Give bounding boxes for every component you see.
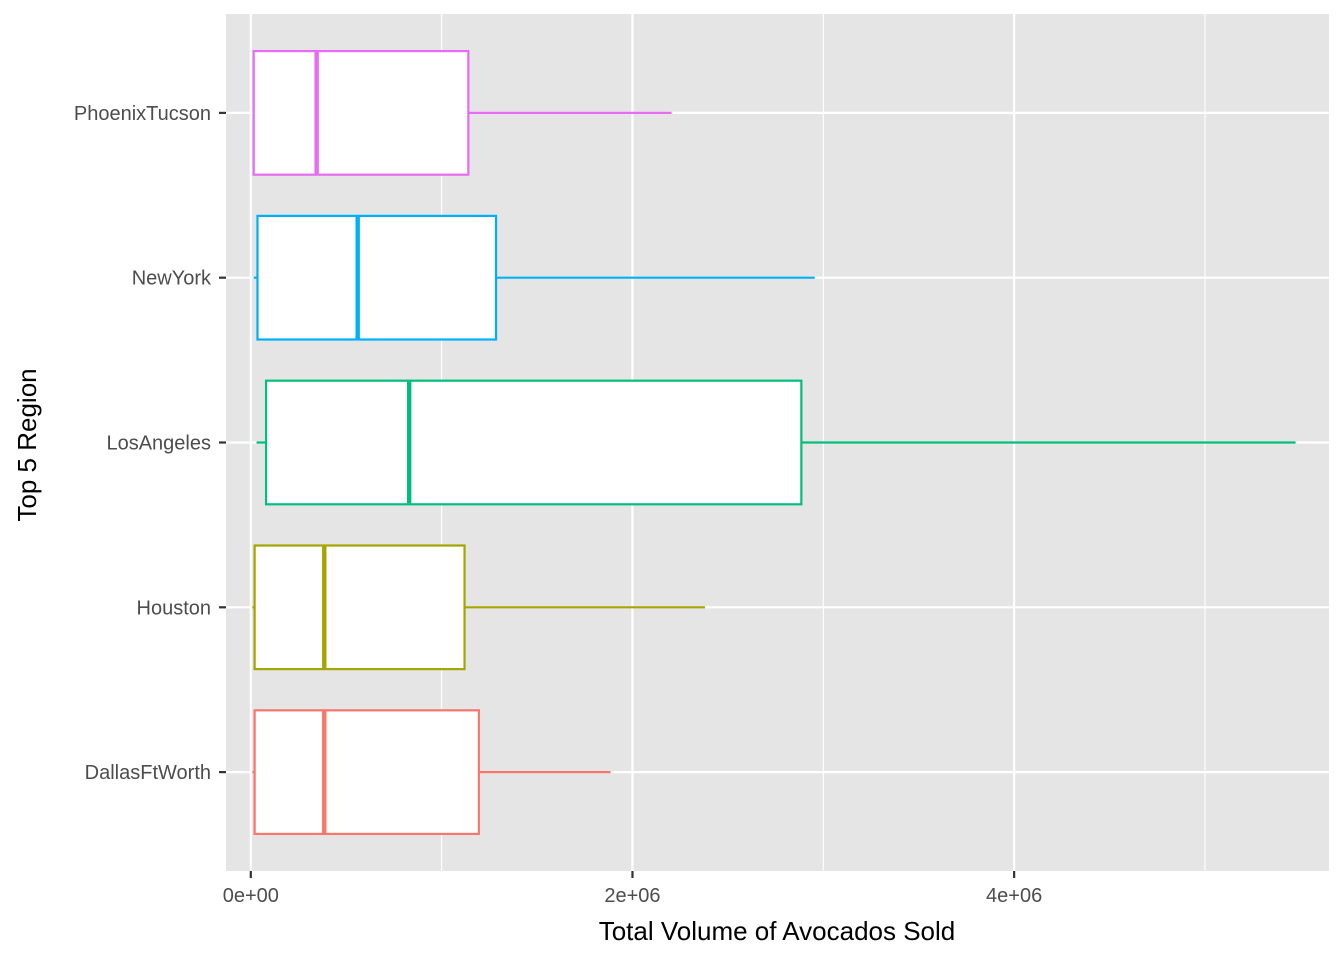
box-DallasFtWorth bbox=[252, 709, 611, 836]
x-tick-label: 4e+06 bbox=[986, 885, 1042, 907]
box-iqr bbox=[264, 379, 803, 506]
y-tick-label: LosAngeles bbox=[106, 433, 211, 455]
y-tick-label: Houston bbox=[137, 597, 212, 619]
box-NewYork bbox=[253, 214, 815, 341]
x-tick-label: 0e+00 bbox=[223, 885, 279, 907]
box-Houston bbox=[252, 544, 705, 671]
box-iqr bbox=[252, 49, 470, 176]
y-tick-label: NewYork bbox=[132, 268, 212, 290]
y-axis-title: Top 5 Region bbox=[12, 368, 42, 521]
y-tick-label: DallasFtWorth bbox=[85, 762, 211, 784]
x-tick-label: 2e+06 bbox=[604, 885, 660, 907]
box-iqr bbox=[253, 544, 466, 671]
box-LosAngeles bbox=[256, 379, 1296, 506]
y-axis: DallasFtWorth Houston LosAngeles NewYork Pho… bbox=[74, 103, 226, 784]
x-axis-title: Total Volume of Avocados Sold bbox=[599, 916, 956, 946]
x-axis: 0e+00 2e+06 4e+06 bbox=[223, 871, 1042, 907]
y-tick-label: PhoenixTucson bbox=[74, 103, 211, 125]
box-iqr bbox=[256, 214, 498, 341]
box-iqr bbox=[253, 709, 480, 836]
box-PhoenixTucson bbox=[252, 49, 672, 176]
box-series bbox=[252, 49, 1296, 836]
